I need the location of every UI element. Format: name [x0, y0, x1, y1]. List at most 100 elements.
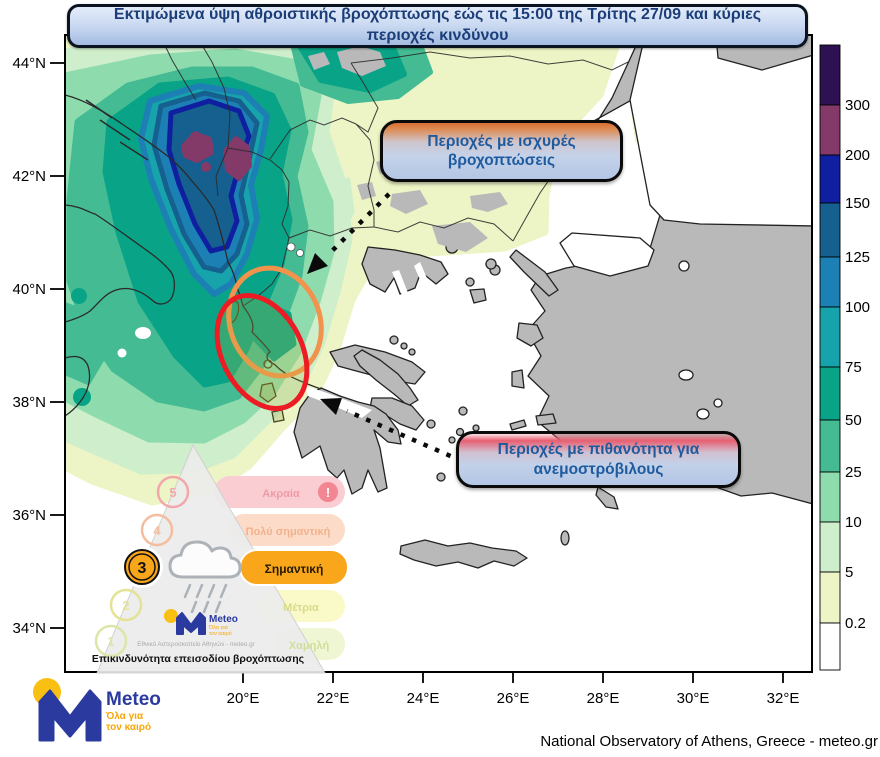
tornado-ellipse — [214, 293, 310, 411]
lon-label: 24°E — [407, 690, 440, 707]
arrow-tornado-head-icon — [320, 398, 342, 415]
alert-badge-icon — [318, 482, 338, 502]
island-zakynthos — [271, 409, 285, 423]
logo-tagline1: Όλα για — [208, 625, 229, 631]
colorbar-label: 50 — [845, 412, 862, 429]
risk-annotations — [214, 192, 463, 464]
pill-level4 — [228, 514, 345, 546]
island-tenedos — [465, 277, 475, 287]
island-sliver3 — [119, 141, 149, 161]
circle-level1 — [94, 624, 128, 658]
circle-level2 — [109, 588, 143, 622]
callout-heavy-rain: Περιοχές με ισχυρές βροχοπτώσεις — [380, 120, 623, 182]
colorbar-label: 150 — [845, 195, 870, 212]
lon-label: 28°E — [587, 690, 620, 707]
circle-num-3: 3 — [138, 560, 147, 577]
lon-label: 22°E — [317, 690, 350, 707]
circle-num-4: 4 — [153, 523, 161, 538]
pill-label-2: Μέτρια — [283, 602, 319, 614]
contour-25mm-sw1 — [65, 302, 107, 385]
land-peloponnese — [293, 387, 402, 495]
colorbar-seg — [819, 154, 841, 204]
arrow-rain-dots — [329, 192, 391, 254]
callout-tornado-text: Περιοχές με πιθανότητα για ανεμοστρόβιλο… — [497, 441, 700, 478]
coast-italy-heel — [65, 204, 176, 323]
tornado-ellipse-tint — [217, 295, 307, 409]
land-chalkidiki — [361, 246, 449, 295]
axis-labels: 44°N 42°N 40°N 38°N 36°N 34°N 20°E 22°E … — [12, 55, 799, 707]
lat-label: 42°N — [12, 168, 46, 185]
colorbar-label: 10 — [845, 514, 862, 531]
island-crete — [399, 539, 528, 569]
callout-tornado: Περιοχές με πιθανότητα για ανεμοστρόβιλο… — [456, 431, 741, 488]
colorbar-label: 100 — [845, 299, 870, 316]
axis-ticks — [50, 62, 784, 683]
lat-label: 36°N — [12, 507, 46, 524]
colorbar-label: 300 — [845, 97, 870, 114]
logo-tagline2: τον καιρό — [209, 630, 232, 637]
pill-label-4: Πολύ σημαντική — [246, 526, 331, 538]
sea-black-sea — [629, 35, 812, 227]
colorbar-label: 0.2 — [845, 615, 866, 632]
map-title: Εκτιμώμενα ύψη αθροιστικής βροχόπτωσης ε… — [67, 4, 808, 48]
islands-ne-aegean — [389, 240, 557, 431]
gulf-notch2 — [414, 262, 432, 293]
logo-m-icon — [38, 689, 102, 742]
colorbar-labels: 300 200 150 125 100 75 50 25 10 5 0.2 — [845, 97, 870, 632]
colorbar-seg — [819, 202, 841, 258]
arrow-tornado-dots — [346, 408, 463, 464]
island-kefalonia — [259, 382, 277, 403]
lake-4 — [713, 398, 723, 408]
lat-label: 38°N — [12, 394, 46, 411]
dry-spot2 — [117, 348, 127, 358]
coastlines — [65, 94, 322, 423]
colorbar — [819, 44, 841, 671]
colorbar-seg — [819, 521, 841, 573]
lake-prespa — [296, 249, 304, 257]
colorbar-seg — [819, 44, 841, 106]
lake-1 — [678, 260, 690, 272]
lon-label: 30°E — [677, 690, 710, 707]
lat-label: 44°N — [12, 55, 46, 72]
gulf-notch1 — [392, 270, 410, 300]
island-sliver1 — [85, 99, 113, 119]
colorbar-seg — [819, 306, 841, 368]
pill-label-1: Χαμηλή — [289, 640, 330, 652]
coast-calabria — [65, 355, 91, 417]
colorbar-label: 200 — [845, 147, 870, 164]
contour-200mm-a — [181, 131, 214, 163]
pyramid-caption: Επικινδυνότητα επεισοδίου βροχόπτωσης — [92, 653, 305, 665]
lon-label: 20°E — [227, 690, 260, 707]
risk-pyramid: ! Ακραία Πολύ σημαντική Μέτρια Χαμηλή Ση… — [92, 443, 349, 674]
colorbar-label: 5 — [845, 564, 853, 581]
logo-m-icon — [176, 612, 206, 635]
arrow-rain-head-icon — [307, 253, 328, 274]
logo-org-text: Εθνικό Αστεροσκοπείο Αθηνών - meteo.gr — [137, 640, 254, 648]
pill-level5 — [214, 476, 345, 508]
colorbar-seg — [819, 471, 841, 523]
lat-label: 34°N — [12, 620, 46, 637]
contour-200mm-b — [223, 136, 252, 181]
circle-num-1: 1 — [107, 634, 114, 649]
logo-tagline2: τον καιρό — [106, 722, 151, 733]
circle-level4 — [140, 513, 174, 547]
colorbar-label: 125 — [845, 249, 870, 266]
footer-meteo-logo: Meteo Όλα για τον καιρό — [33, 678, 161, 742]
dry-spot1 — [135, 327, 151, 339]
circle-level3 — [124, 549, 160, 585]
colorbar-seg — [819, 571, 841, 624]
pill-label-5: Ακραία — [262, 488, 300, 500]
lake-2 — [678, 369, 694, 381]
callout-heavy-rain-text: Περιοχές με ισχυρές βροχοπτώσεις — [427, 132, 576, 169]
land-gallipoli — [509, 249, 559, 297]
circle-level5 — [156, 475, 190, 509]
map-title-text: Εκτιμώμενα ύψη αθροιστικής βροχόπτωσης ε… — [113, 6, 762, 44]
lat-label: 40°N — [12, 281, 46, 298]
colorbar-seg — [819, 622, 841, 671]
logo-text: Meteo — [106, 689, 161, 710]
attribution-text: National Observatory of Athens, Greece -… — [540, 733, 878, 750]
colorbar-label: 75 — [845, 359, 862, 376]
lon-label: 26°E — [497, 690, 530, 707]
circle-num-5: 5 — [169, 485, 176, 500]
